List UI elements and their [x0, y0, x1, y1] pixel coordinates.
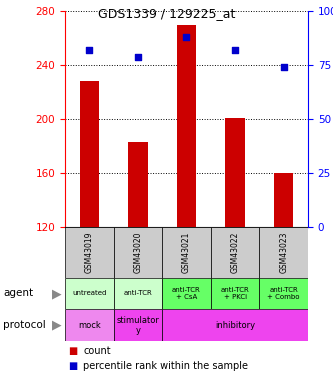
Text: ▶: ▶: [52, 287, 61, 300]
Bar: [162, 278, 211, 309]
Bar: [65, 278, 114, 309]
Text: percentile rank within the sample: percentile rank within the sample: [83, 360, 248, 370]
Bar: [259, 227, 308, 278]
Bar: [128, 142, 148, 227]
Bar: [259, 278, 308, 309]
Point: [232, 47, 238, 53]
Bar: [114, 227, 162, 278]
Text: agent: agent: [3, 288, 33, 298]
Text: anti-TCR
+ Combo: anti-TCR + Combo: [267, 287, 300, 300]
Text: GSM43019: GSM43019: [85, 231, 94, 273]
Text: inhibitory: inhibitory: [215, 321, 255, 330]
Bar: [211, 278, 259, 309]
Point: [87, 47, 92, 53]
Text: stimulator
y: stimulator y: [117, 316, 159, 335]
Point: [184, 34, 189, 40]
Text: GDS1339 / 129225_at: GDS1339 / 129225_at: [98, 8, 235, 21]
Bar: [114, 309, 162, 341]
Point: [281, 64, 286, 70]
Text: GSM43020: GSM43020: [133, 231, 143, 273]
Bar: [225, 118, 245, 227]
Bar: [162, 227, 211, 278]
Bar: [80, 81, 99, 227]
Text: ■: ■: [68, 346, 78, 356]
Bar: [65, 227, 114, 278]
Bar: [274, 173, 293, 227]
Text: GSM43021: GSM43021: [182, 231, 191, 273]
Text: GSM43023: GSM43023: [279, 231, 288, 273]
Bar: [162, 309, 308, 341]
Text: count: count: [83, 346, 111, 356]
Text: mock: mock: [78, 321, 101, 330]
Text: protocol: protocol: [3, 320, 46, 330]
Point: [135, 54, 141, 60]
Text: anti-TCR
+ PKCi: anti-TCR + PKCi: [221, 287, 249, 300]
Bar: [114, 278, 162, 309]
Bar: [177, 25, 196, 227]
Text: anti-TCR: anti-TCR: [124, 290, 152, 296]
Text: untreated: untreated: [72, 290, 107, 296]
Text: anti-TCR
+ CsA: anti-TCR + CsA: [172, 287, 201, 300]
Bar: [211, 227, 259, 278]
Text: ■: ■: [68, 360, 78, 370]
Text: GSM43022: GSM43022: [230, 231, 240, 273]
Bar: [65, 309, 114, 341]
Text: ▶: ▶: [52, 319, 61, 332]
